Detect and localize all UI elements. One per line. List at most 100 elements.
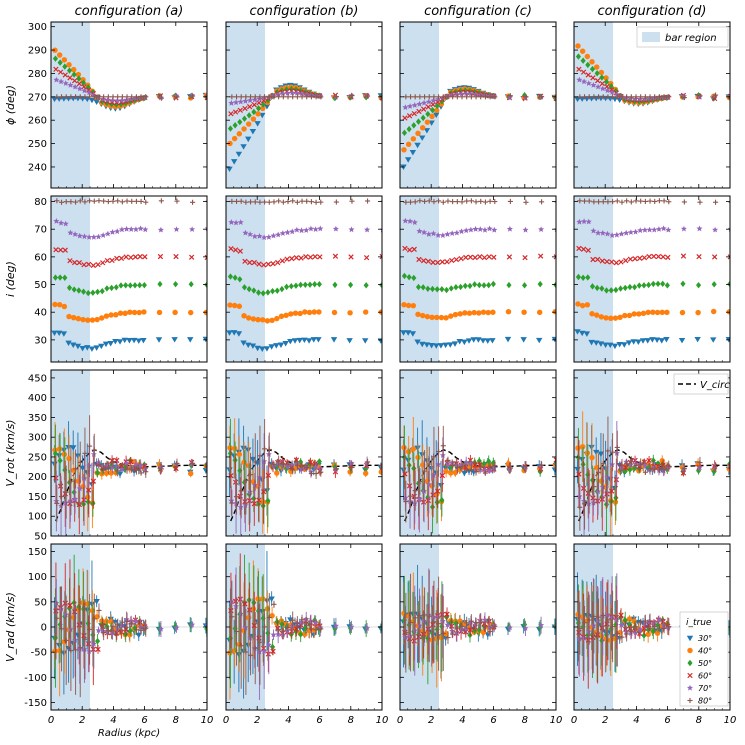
data-point: [229, 500, 235, 506]
data-point: [118, 100, 124, 108]
data-point: [507, 93, 513, 99]
data-point: [505, 308, 512, 315]
data-point: [599, 285, 605, 292]
data-point: [589, 454, 595, 461]
data-point: [475, 337, 482, 343]
data-point: [143, 199, 149, 205]
data-point: [463, 227, 470, 234]
data-point: [604, 87, 611, 94]
data-point: [476, 310, 482, 316]
data-point: [231, 302, 238, 309]
data-point: [407, 103, 414, 109]
data-point: [591, 199, 597, 205]
data-point: [72, 495, 79, 502]
data-point: [464, 94, 470, 100]
data-point: [294, 199, 300, 205]
data-point: [113, 284, 119, 291]
data-point: [632, 629, 639, 636]
data-point: [618, 612, 624, 618]
data-point: [252, 94, 258, 100]
series-80: [54, 198, 207, 205]
data-point: [294, 462, 300, 468]
data-point: [647, 466, 653, 472]
data-point: [265, 497, 271, 504]
data-point: [625, 340, 633, 346]
data-point: [430, 230, 437, 237]
data-point: [73, 647, 79, 653]
data-point: [308, 94, 314, 100]
data-point: [697, 460, 703, 466]
data-point: [54, 500, 60, 506]
panel-vrad-d: 0 2 4 6 8 10: [571, 543, 736, 726]
data-point: [284, 283, 290, 291]
data-point: [467, 254, 474, 260]
data-point: [242, 98, 249, 104]
data-point: [284, 229, 291, 236]
data-point: [609, 89, 616, 95]
data-point: [119, 199, 125, 205]
data-point: [104, 230, 111, 237]
data-point: [304, 198, 310, 204]
data-point: [608, 315, 614, 321]
data-point: [637, 227, 644, 234]
data-point: [580, 246, 587, 252]
data-point: [288, 311, 294, 317]
data-point: [581, 218, 588, 225]
data-point: [605, 94, 611, 100]
data-point: [55, 96, 63, 102]
data-point: [598, 69, 605, 76]
data-point: [95, 646, 101, 653]
data-point: [128, 226, 135, 232]
data-point: [379, 625, 382, 629]
data-point: [402, 471, 408, 477]
x-tick-label: 10: [201, 715, 214, 726]
data-point: [269, 317, 275, 324]
data-point: [581, 198, 588, 204]
data-point: [248, 652, 254, 658]
data-point: [266, 614, 272, 621]
data-point: [63, 637, 69, 643]
data-point: [618, 230, 625, 237]
data-point: [232, 122, 238, 129]
data-point: [233, 494, 240, 500]
data-point: [296, 337, 303, 344]
data-point: [481, 466, 488, 473]
data-point: [268, 596, 275, 602]
y-tick-label: 270: [28, 92, 47, 103]
y-tick-label: -50: [31, 648, 47, 659]
data-point: [590, 227, 597, 234]
series-50: [401, 272, 556, 294]
x-tick-label: 0: [571, 715, 577, 726]
data-point: [439, 98, 445, 105]
legend-marker: [687, 672, 693, 679]
data-point: [476, 281, 482, 289]
data-point: [174, 461, 180, 467]
data-point: [539, 199, 545, 205]
data-point: [251, 287, 257, 294]
data-point: [479, 338, 487, 344]
data-point: [619, 199, 625, 205]
series-30: [574, 329, 730, 350]
data-point: [265, 289, 271, 296]
data-point: [507, 465, 513, 471]
data-point: [416, 108, 422, 115]
data-point: [646, 464, 652, 471]
data-point: [585, 61, 591, 69]
data-point: [450, 94, 456, 100]
data-point: [586, 94, 592, 100]
series-80: [403, 570, 498, 673]
data-point: [289, 89, 296, 96]
data-point: [658, 338, 665, 344]
data-point: [86, 87, 92, 93]
panel-vrad-c: 0 2 4 6 8 10: [397, 543, 562, 726]
data-point: [279, 90, 286, 97]
data-point: [478, 619, 484, 625]
data-point: [616, 341, 623, 348]
data-point: [284, 256, 290, 262]
panel-phi-c: configuration (c): [399, 4, 557, 189]
data-point: [419, 312, 426, 319]
data-point: [420, 106, 427, 112]
data-point: [87, 443, 93, 449]
data-point: [103, 313, 110, 319]
data-point: [70, 66, 77, 73]
